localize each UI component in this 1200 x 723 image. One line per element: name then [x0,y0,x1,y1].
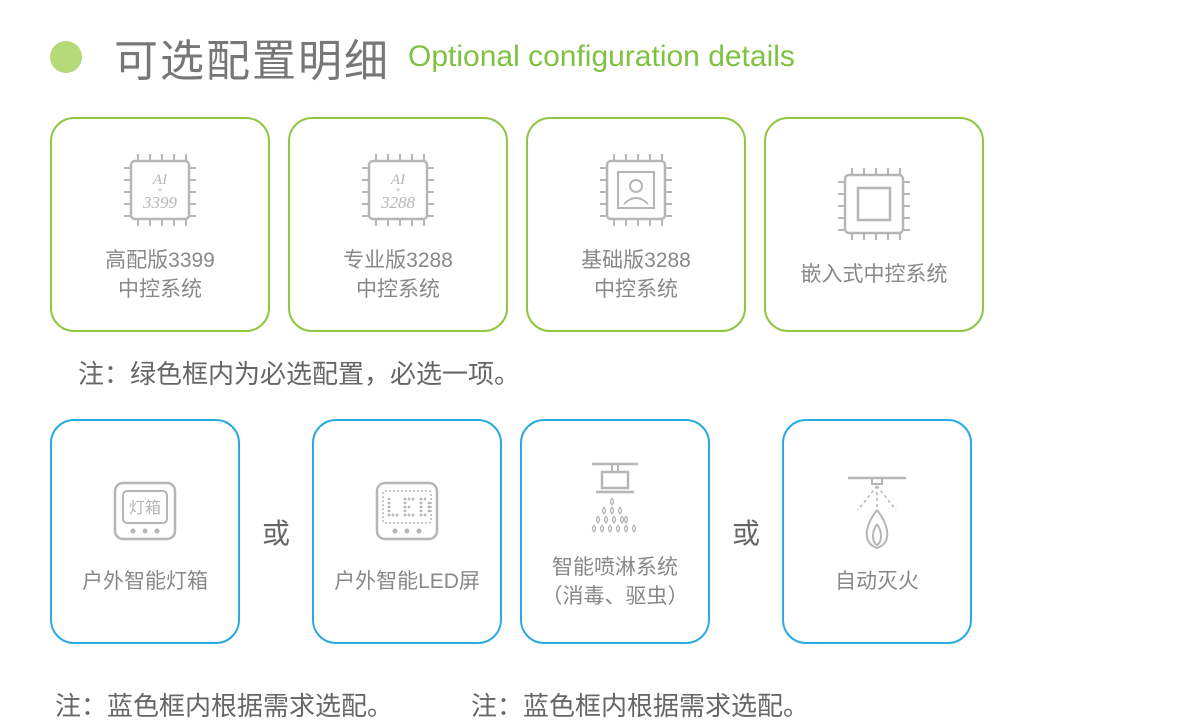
chip-icon [834,159,914,249]
card-label: 高配版3399 中控系统 [105,247,215,304]
card-icon: 灯箱 [105,466,185,556]
card-label: 户外智能灯箱 [82,568,208,596]
card-label: 智能喷淋系统 （消毒、驱虫） [542,554,689,611]
svg-text:3399: 3399 [142,193,178,212]
card-label: 专业版3288 中控系统 [343,247,453,304]
card-label: 嵌入式中控系统 [801,261,948,289]
card-label: 基础版3288 中控系统 [581,247,691,304]
mandatory-card[interactable]: AI + 3399 高配版3399 中控系统 [50,117,270,332]
card-label: 自动灭火 [835,568,919,596]
optional-row: 灯箱 户外智能灯箱或 户外智能LED屏 智能喷淋系统 （消毒、驱虫）或 自动灭火 [0,419,1200,644]
note-green: 注：绿色框内为必选配置，必选一项。 [0,354,1200,391]
mandatory-card[interactable]: AI + 3288 专业版3288 中控系统 [288,117,508,332]
mandatory-row: AI + 3399 高配版3399 中控系统 AI + 3288 专业版3288… [0,117,1200,332]
card-label: 户外智能LED屏 [334,568,480,596]
svg-text:灯箱: 灯箱 [129,499,161,517]
notes-bottom: 注：蓝色框内根据需求选配。 注：蓝色框内根据需求选配。 [0,664,1200,723]
card-icon [834,466,920,556]
chip-icon: AI + 3288 [358,145,438,235]
mandatory-card[interactable]: 基础版3288 中控系统 [526,117,746,332]
chip-icon [596,145,676,235]
or-separator: 或 [262,512,290,552]
optional-card[interactable]: 户外智能LED屏 [312,419,502,644]
note-blue-right: 注：蓝色框内根据需求选配。 [393,686,809,723]
optional-card[interactable]: 自动灭火 [782,419,972,644]
optional-card[interactable]: 灯箱 户外智能灯箱 [50,419,240,644]
or-separator: 或 [732,512,760,552]
card-icon [367,466,447,556]
title-chinese: 可选配置明细 [114,25,390,89]
card-icon [572,452,658,542]
title-english: Optional configuration details [408,40,795,74]
svg-text:3288: 3288 [380,193,416,212]
optional-card[interactable]: 智能喷淋系统 （消毒、驱虫） [520,419,710,644]
note-blue-left: 注：蓝色框内根据需求选配。 [0,686,393,723]
section-header: 可选配置明细 Optional configuration details [0,0,1200,89]
bullet-dot [50,41,82,73]
mandatory-card[interactable]: 嵌入式中控系统 [764,117,984,332]
chip-icon: AI + 3399 [120,145,200,235]
